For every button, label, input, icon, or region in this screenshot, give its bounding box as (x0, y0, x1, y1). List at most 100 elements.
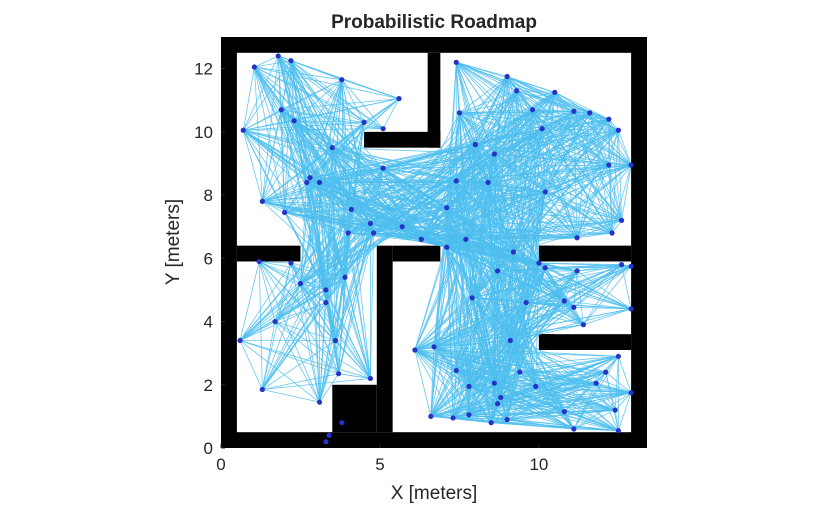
roadmap-edge-1345 (414, 349, 432, 417)
roadmap-edge-1159 (446, 247, 492, 423)
roadmap-node-86 (498, 394, 504, 401)
roadmap-edge-177 (382, 98, 400, 129)
roadmap-edge-78 (242, 130, 263, 202)
roadmap-edge-597 (300, 283, 327, 291)
roadmap-node-37 (323, 439, 329, 445)
roadmap-node-65 (536, 260, 542, 266)
roadmap-node-75 (523, 299, 529, 306)
roadmap-edge-589 (274, 262, 292, 322)
roadmap-node-0 (251, 64, 257, 70)
roadmap-edge-695 (420, 112, 460, 240)
roadmap-edge-1395 (430, 340, 511, 417)
roadmap-edge-922 (487, 129, 619, 183)
roadmap-edge-1587 (535, 382, 597, 387)
roadmap-edge-956 (621, 164, 632, 221)
roadmap-node-55 (539, 126, 545, 132)
roadmap-edge-515 (274, 226, 403, 322)
roadmap-edge-850 (455, 92, 556, 182)
roadmap-node-46 (552, 89, 558, 95)
roadmap-edge-846 (554, 91, 610, 120)
roadmap-edge-1309 (468, 270, 498, 387)
roadmap-edge-586 (258, 261, 339, 374)
roadmap-node-48 (587, 110, 593, 116)
roadmap-node-63 (444, 244, 450, 250)
roadmap-edge-805 (487, 90, 518, 183)
roadmap-node-9 (396, 96, 402, 102)
roadmap-edge-1504 (605, 371, 632, 393)
roadmap-edge-274 (319, 182, 371, 224)
roadmap-edge-1323 (490, 270, 498, 423)
roadmap-edge-1276 (564, 265, 632, 302)
roadmap-node-89 (561, 409, 567, 415)
y-tick-label-1: 2 (204, 376, 213, 395)
roadmap-node-4 (278, 107, 285, 113)
roadmap-edge-1328 (414, 302, 527, 351)
roadmap-edge-875 (573, 111, 578, 238)
roadmap-edge-1097 (465, 232, 613, 240)
roadmap-node-67 (574, 268, 580, 274)
roadmap-edge-624 (274, 321, 320, 403)
roadmap-node-95 (504, 416, 510, 423)
roadmap-edge-1346 (414, 349, 454, 419)
y-tick-label-2: 4 (204, 313, 213, 332)
roadmap-node-50 (615, 127, 621, 133)
obstacle-1 (631, 37, 647, 448)
roadmap-node-34 (367, 375, 374, 382)
roadmap-edge-1515 (491, 392, 632, 424)
roadmap-edge-747 (455, 76, 508, 182)
obstacle-0 (221, 37, 237, 448)
roadmap-edge-482 (239, 232, 349, 341)
roadmap-edge-626 (274, 321, 339, 375)
roadmap-edge-1155 (430, 247, 448, 417)
roadmap-node-91 (612, 407, 618, 413)
roadmap-edge-301 (262, 201, 285, 213)
roadmap-edge-637 (325, 302, 371, 379)
roadmap-node-97 (571, 426, 577, 432)
roadmap-edge-1578 (535, 386, 565, 412)
roadmap-edge-1361 (433, 308, 632, 348)
roadmap-edge-180 (309, 98, 400, 178)
roadmap-edge-2 (242, 66, 255, 131)
roadmap-edge-937 (487, 164, 609, 183)
roadmap-edge-926 (576, 130, 619, 238)
roadmap-edge-631 (319, 340, 336, 403)
roadmap-edge-1517 (618, 392, 632, 431)
roadmap-edge-921 (456, 129, 619, 182)
roadmap-edge-1479 (564, 300, 584, 325)
roadmap-edge-1623 (535, 385, 619, 431)
roadmap-edge-407 (347, 168, 384, 234)
roadmap-edge-884 (589, 112, 609, 120)
roadmap-node-81 (580, 322, 587, 328)
roadmap-edge-89 (243, 129, 457, 182)
roadmap-edge-1034 (544, 191, 578, 238)
roadmap-edge-1486 (430, 306, 575, 417)
roadmap-edge-1559 (519, 371, 597, 384)
roadmap-node-72 (412, 347, 418, 353)
roadmap-edge-94 (281, 79, 342, 111)
roadmap-node-20 (345, 230, 351, 236)
roadmap-edge-1562 (452, 371, 521, 419)
roadmap-edge-591 (290, 262, 327, 303)
roadmap-edge-676 (459, 76, 508, 114)
roadmap-edge-48 (290, 60, 295, 121)
roadmap-edge-952 (541, 128, 632, 166)
roadmap-edge-1408 (526, 302, 584, 326)
roadmap-edge-927 (617, 130, 622, 221)
roadmap-node-77 (466, 383, 472, 389)
roadmap-edge-1000 (421, 182, 489, 240)
roadmap-node-44 (514, 88, 520, 94)
roadmap-edge-643 (262, 389, 320, 403)
roadmap-edge-639 (239, 340, 263, 390)
roadmap-edge-600 (300, 283, 327, 303)
roadmap-edge-1381 (468, 340, 511, 387)
roadmap-edge-627 (274, 180, 457, 322)
roadmap-edge-599 (300, 283, 336, 341)
roadmap-edge-1359 (433, 306, 574, 348)
roadmap-edge-608 (300, 180, 457, 284)
roadmap-edge-1531 (605, 372, 619, 431)
roadmap-edge-1492 (519, 355, 619, 373)
roadmap-edge-606 (300, 144, 476, 284)
roadmap-edge-621 (274, 302, 327, 322)
roadmap-edge-406 (373, 168, 384, 234)
obstacle-9 (332, 384, 377, 433)
